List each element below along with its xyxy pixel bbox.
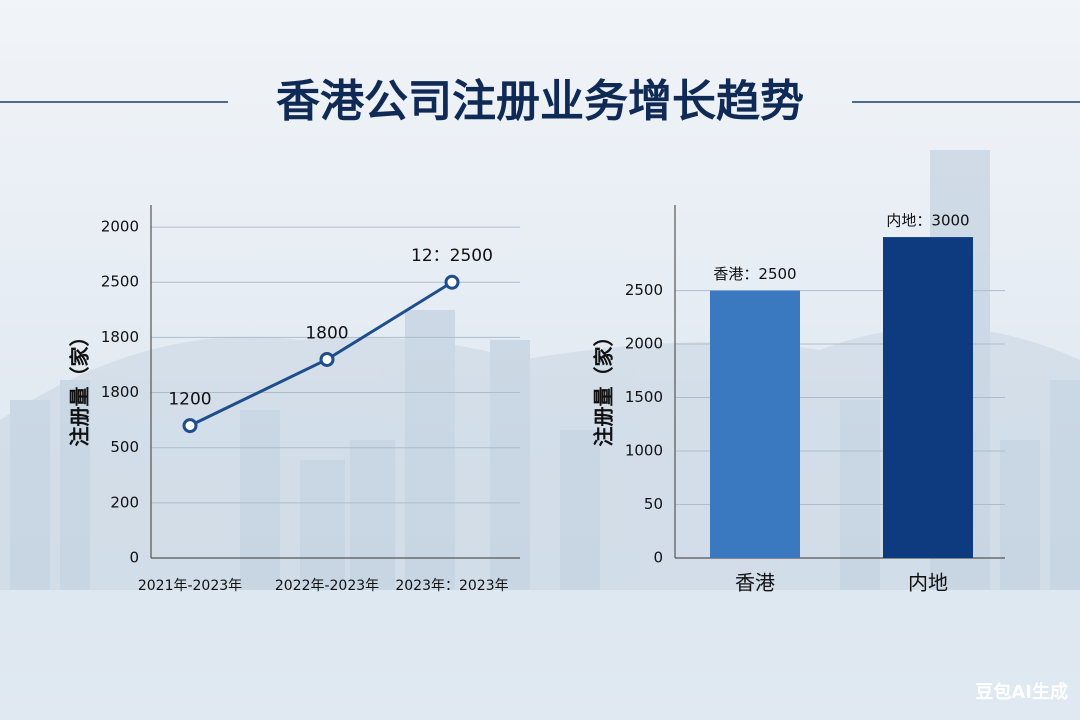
y-tick-label: 200 [110, 493, 139, 511]
data-label: 香港：2500 [713, 265, 796, 283]
watermark: 豆包AI生成 [975, 681, 1068, 703]
x-tick-label: 内地 [908, 571, 948, 595]
bar [883, 237, 973, 558]
y-tick-label: 1000 [625, 442, 663, 460]
x-tick-label: 香港 [735, 571, 775, 595]
data-label: 内地：3000 [886, 212, 969, 230]
y-tick-label: 2500 [625, 281, 663, 299]
y-tick-label: 2000 [625, 335, 663, 353]
x-tick-label: 2021年-2023年 [138, 578, 242, 594]
data-label: 1200 [168, 390, 211, 410]
data-label: 12：2500 [411, 246, 493, 266]
y-axis-label: 注册量（家） [592, 327, 616, 447]
y-axis-label: 注册量（家） [68, 327, 92, 447]
title: 香港公司注册业务增长趋势 [276, 76, 804, 127]
y-tick-label: 2500 [101, 273, 139, 291]
data-label: 1800 [305, 323, 348, 343]
x-tick-label: 2022年-2023年 [275, 578, 379, 594]
y-tick-label: 0 [653, 549, 663, 567]
water [0, 590, 1080, 720]
skyline [0, 150, 1080, 590]
y-tick-label: 1500 [625, 388, 663, 406]
y-tick-label: 500 [110, 438, 139, 456]
y-tick-label: 2000 [101, 218, 139, 236]
bar [710, 290, 800, 558]
y-tick-label: 1800 [101, 328, 139, 346]
y-tick-label: 0 [129, 549, 139, 567]
y-tick-label: 50 [644, 495, 663, 513]
point [444, 274, 460, 290]
point [182, 418, 198, 434]
y-tick-label: 1800 [101, 383, 139, 401]
point [319, 351, 335, 367]
x-tick-label: 2023年：2023年 [395, 578, 508, 594]
